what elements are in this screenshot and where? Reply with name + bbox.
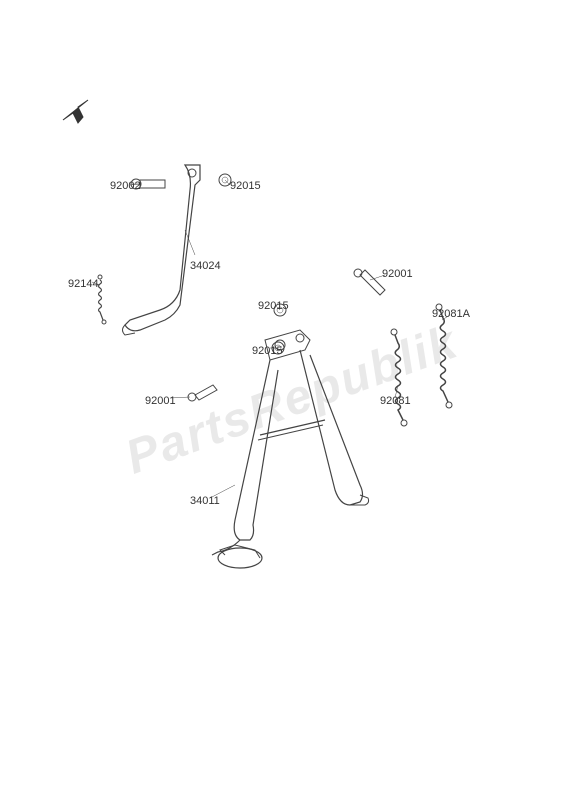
label-92081: 92081 <box>380 395 411 407</box>
label-92081a: 92081A <box>432 308 470 320</box>
label-92015-1: 92015 <box>230 180 261 192</box>
parts-diagram <box>0 0 584 800</box>
spring-92144 <box>98 275 106 324</box>
label-34011: 34011 <box>190 495 220 507</box>
bolt-92001-left <box>188 385 217 401</box>
spring-92081 <box>391 329 407 426</box>
label-92144: 92144 <box>68 278 99 290</box>
label-34024: 34024 <box>190 260 221 272</box>
bolt-92001-right <box>354 269 385 295</box>
label-92001-2: 92001 <box>145 395 176 407</box>
label-92015-2: 92015 <box>258 300 289 312</box>
arrow-indicator <box>63 100 88 123</box>
label-92015-3: 92015 <box>252 345 283 357</box>
label-92002: 92002 <box>110 180 141 192</box>
label-92001-1: 92001 <box>382 268 413 280</box>
center-stand <box>212 330 369 568</box>
